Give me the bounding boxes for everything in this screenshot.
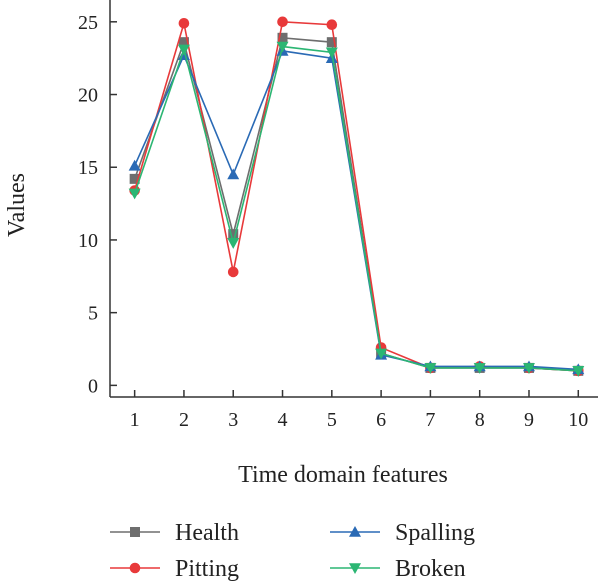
legend-label-broken: Broken <box>395 556 466 582</box>
x-tick-label: 1 <box>130 409 140 431</box>
data-point-health <box>228 229 239 240</box>
x-tick-label: 5 <box>327 409 337 431</box>
data-point-spalling <box>227 168 240 180</box>
y-tick-label: 10 <box>78 230 98 252</box>
legend-label-pitting: Pitting <box>175 556 239 582</box>
data-point-broken <box>276 41 289 53</box>
x-axis-title: Time domain features <box>238 462 448 488</box>
data-point-broken <box>522 363 535 374</box>
data-point-health <box>277 32 288 43</box>
data-point-pitting <box>277 16 288 28</box>
data-point-broken <box>572 366 585 377</box>
data-point-health <box>326 37 337 48</box>
legend-item-pitting: Pitting <box>110 556 239 582</box>
y-tick-label: 5 <box>88 303 98 325</box>
data-point-broken <box>177 44 190 56</box>
series-line-spalling <box>133 50 579 371</box>
data-point-pitting <box>326 19 338 31</box>
legend-marker-health <box>130 527 140 537</box>
legend-marker-pitting <box>129 562 141 574</box>
legend-marker-broken <box>349 563 361 574</box>
data-point-broken <box>424 363 437 374</box>
y-tick-label: 20 <box>78 85 98 107</box>
x-tick-label: 2 <box>179 409 189 431</box>
x-tick-label: 9 <box>524 409 534 431</box>
x-tick-label: 4 <box>278 409 288 431</box>
x-tick-label: 6 <box>376 409 386 431</box>
data-point-health <box>129 173 140 184</box>
data-point-broken <box>375 348 388 360</box>
x-tick-label: 10 <box>568 409 588 431</box>
x-tick-label: 7 <box>425 409 435 431</box>
data-point-broken <box>128 188 141 200</box>
legend-item-broken: Broken <box>330 556 466 582</box>
legend-item-health: Health <box>110 520 239 546</box>
data-point-broken <box>227 238 240 249</box>
data-point-broken <box>325 47 338 59</box>
data-point-spalling <box>128 159 141 171</box>
data-point-pitting <box>227 266 239 278</box>
data-point-health <box>178 37 189 48</box>
y-tick-label: 0 <box>88 375 98 397</box>
x-tick-label: 3 <box>228 409 238 431</box>
legend-marker-spalling <box>349 526 361 537</box>
legend-label-spalling: Spalling <box>395 520 475 546</box>
series-line-broken <box>133 45 579 372</box>
data-point-broken <box>473 363 486 374</box>
legend: Health Pitting Spalling Broken <box>110 520 475 582</box>
y-tick-label: 25 <box>78 12 98 34</box>
axes: 0 5 10 15 20 25 1 2 3 4 5 6 7 8 9 10 <box>78 0 598 431</box>
y-tick-label: 15 <box>78 157 98 179</box>
series-broken <box>128 41 585 377</box>
data-point-pitting <box>178 17 190 29</box>
x-tick-label: 8 <box>475 409 485 431</box>
series-layer <box>128 16 585 377</box>
legend-item-spalling: Spalling <box>330 520 475 546</box>
legend-label-health: Health <box>175 520 239 546</box>
y-axis-title: Values <box>4 173 30 237</box>
